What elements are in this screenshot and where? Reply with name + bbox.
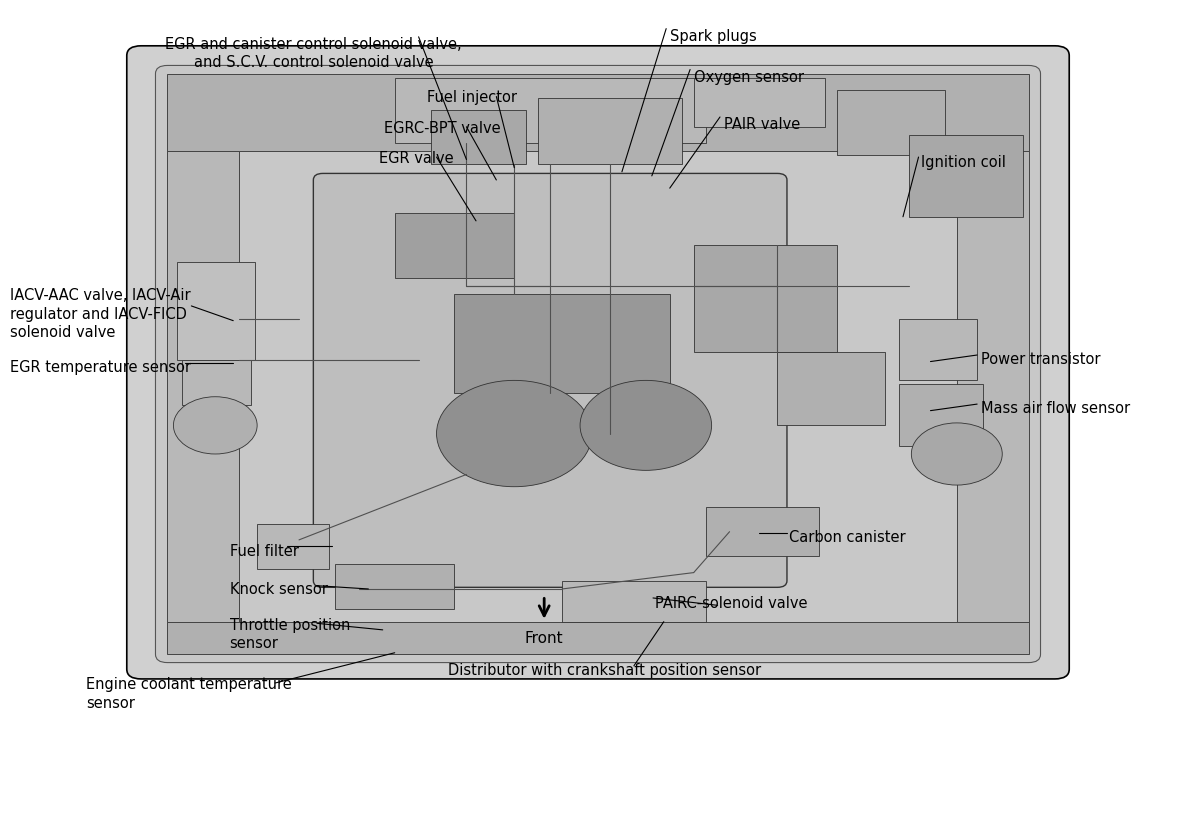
Text: EGR valve: EGR valve: [379, 151, 453, 166]
Text: PAIR valve: PAIR valve: [724, 117, 800, 132]
Text: Throttle position
sensor: Throttle position sensor: [230, 618, 350, 651]
FancyBboxPatch shape: [155, 65, 1041, 663]
Text: Power transistor: Power transistor: [981, 352, 1100, 366]
Text: Mass air flow sensor: Mass air flow sensor: [981, 401, 1130, 416]
Bar: [538, 98, 682, 164]
Bar: [694, 78, 825, 127]
Bar: [167, 622, 1029, 654]
Bar: [957, 151, 1029, 622]
Bar: [257, 524, 329, 569]
Text: PAIRC-solenoid valve: PAIRC-solenoid valve: [655, 596, 808, 610]
Text: Spark plugs: Spark plugs: [670, 29, 757, 43]
Text: Oxygen sensor: Oxygen sensor: [694, 70, 804, 84]
Bar: [395, 78, 706, 143]
Text: Fuel filter: Fuel filter: [230, 544, 299, 559]
Circle shape: [437, 380, 592, 487]
Bar: [167, 151, 239, 622]
Text: Front: Front: [525, 631, 563, 646]
Bar: [899, 384, 983, 446]
Bar: [899, 319, 977, 380]
Text: Knock sensor: Knock sensor: [230, 582, 328, 597]
Bar: [431, 110, 526, 164]
Bar: [454, 294, 670, 393]
Bar: [182, 360, 251, 405]
Text: EGR and canister control solenoid valve,
and S.C.V. control solenoid valve: EGR and canister control solenoid valve,…: [165, 37, 462, 70]
Circle shape: [173, 397, 257, 454]
Circle shape: [580, 380, 712, 470]
Bar: [335, 564, 454, 609]
Bar: [706, 507, 819, 556]
Text: Fuel injector: Fuel injector: [427, 90, 518, 105]
Text: EGR temperature sensor: EGR temperature sensor: [10, 360, 190, 375]
Bar: [167, 74, 1029, 151]
Text: Engine coolant temperature
sensor: Engine coolant temperature sensor: [86, 677, 292, 711]
Bar: [562, 581, 706, 622]
Text: EGRC-BPT valve: EGRC-BPT valve: [384, 121, 501, 136]
Bar: [909, 135, 1023, 217]
Text: IACV-AAC valve, IACV-Air
regulator and IACV-FICD
solenoid valve: IACV-AAC valve, IACV-Air regulator and I…: [10, 288, 190, 340]
Text: Ignition coil: Ignition coil: [921, 155, 1006, 170]
Bar: [694, 245, 837, 352]
Text: Distributor with crankshaft position sensor: Distributor with crankshaft position sen…: [448, 663, 762, 677]
Bar: [777, 352, 885, 425]
Circle shape: [911, 423, 1002, 485]
Bar: [177, 262, 255, 360]
Bar: [395, 213, 514, 278]
FancyBboxPatch shape: [313, 173, 787, 587]
Bar: [837, 90, 945, 155]
Text: Carbon canister: Carbon canister: [789, 530, 907, 545]
FancyBboxPatch shape: [127, 46, 1069, 679]
